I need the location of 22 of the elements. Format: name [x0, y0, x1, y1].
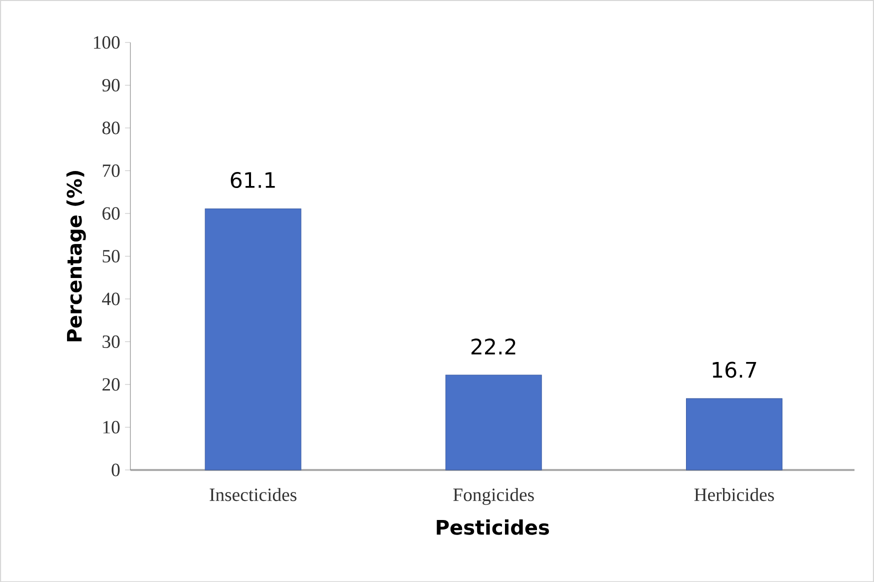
y-axis-title: Percentage (%): [66, 170, 86, 342]
data-label: 22.2: [471, 338, 516, 354]
x-tick-label: Fongicides: [453, 488, 534, 505]
bar: [204, 208, 302, 470]
y-tick-label: 70: [102, 164, 120, 177]
x-axis-title: Pesticides: [436, 519, 549, 535]
y-tick-label: 80: [102, 121, 120, 134]
y-tick-label: 100: [94, 36, 120, 49]
y-tick-label: 0: [112, 463, 120, 476]
bar: [686, 398, 782, 470]
y-tick-label: 20: [102, 378, 120, 391]
data-label: 61.1: [230, 172, 275, 188]
y-tick-label: 50: [102, 250, 120, 262]
y-tick-label: 30: [102, 335, 120, 348]
data-label: 16.7: [712, 362, 756, 378]
y-tick-label: 10: [103, 420, 120, 434]
x-tick-label: Insecticides: [210, 488, 296, 501]
y-tick-label: 40: [102, 292, 120, 306]
y-tick-label: 90: [102, 78, 120, 92]
x-tick-label: Herbicides: [694, 488, 774, 501]
bar: [445, 374, 542, 470]
y-tick-label: 60: [102, 206, 120, 220]
